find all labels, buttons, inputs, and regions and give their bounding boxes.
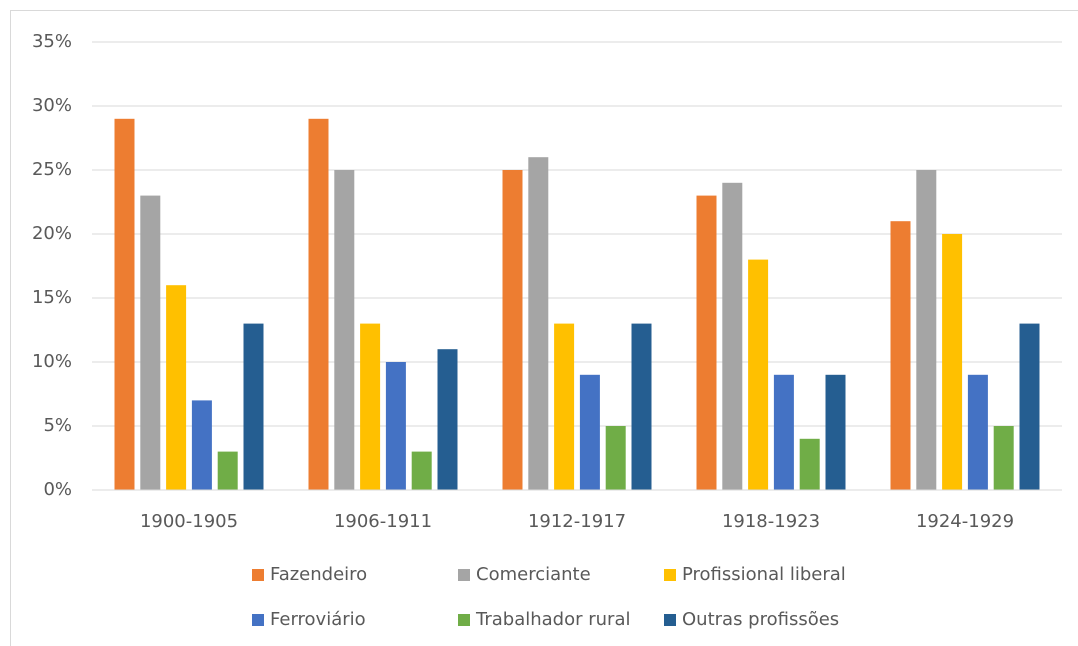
bar [631,323,652,490]
bar [243,323,264,490]
bar [722,182,743,491]
legend-swatch [664,614,676,626]
bar [114,118,135,491]
bar [748,259,769,490]
bar [605,426,626,490]
legend-label: Outras profissões [682,609,839,630]
y-tick-label: 15% [32,287,72,308]
y-tick-label: 0% [43,479,72,500]
bar [411,451,432,490]
bar [696,195,717,490]
bar [360,323,381,490]
bar [942,234,963,490]
y-tick-label: 10% [32,351,72,372]
bar [166,285,187,490]
bar [502,170,523,490]
bar [1019,323,1040,490]
bar [967,374,988,490]
bar [217,451,238,490]
legend-swatch [252,569,264,581]
bar [334,170,355,490]
x-tick-label: 1912-1917 [528,511,626,532]
bar [308,118,329,491]
legend-label: Trabalhador rural [475,609,630,630]
legend-swatch [252,614,264,626]
legend-swatch [458,569,470,581]
legend-swatch [664,569,676,581]
legend-label: Fazendeiro [270,564,367,585]
y-tick-label: 25% [32,159,72,180]
y-tick-label: 20% [32,223,72,244]
bar [993,426,1014,490]
bar [437,349,458,490]
x-tick-label: 1906-1911 [334,511,432,532]
bar [528,157,549,490]
y-tick-label: 35% [32,31,72,52]
bar [799,438,820,490]
bar [579,374,600,490]
bar [890,221,911,490]
y-tick-label: 30% [32,95,72,116]
bar [140,195,161,490]
bar [191,400,212,490]
legend-label: Profissional liberal [682,564,846,585]
x-tick-label: 1924-1929 [916,511,1014,532]
x-tick-label: 1900-1905 [140,511,238,532]
bar [554,323,575,490]
bar [773,374,794,490]
bar [825,374,846,490]
legend-label: Comerciante [476,564,591,585]
bar [916,170,937,490]
x-tick-label: 1918-1923 [722,511,820,532]
legend-label: Ferroviário [270,609,366,630]
bar [385,362,406,490]
legend-swatch [458,614,470,626]
y-tick-label: 5% [43,415,72,436]
